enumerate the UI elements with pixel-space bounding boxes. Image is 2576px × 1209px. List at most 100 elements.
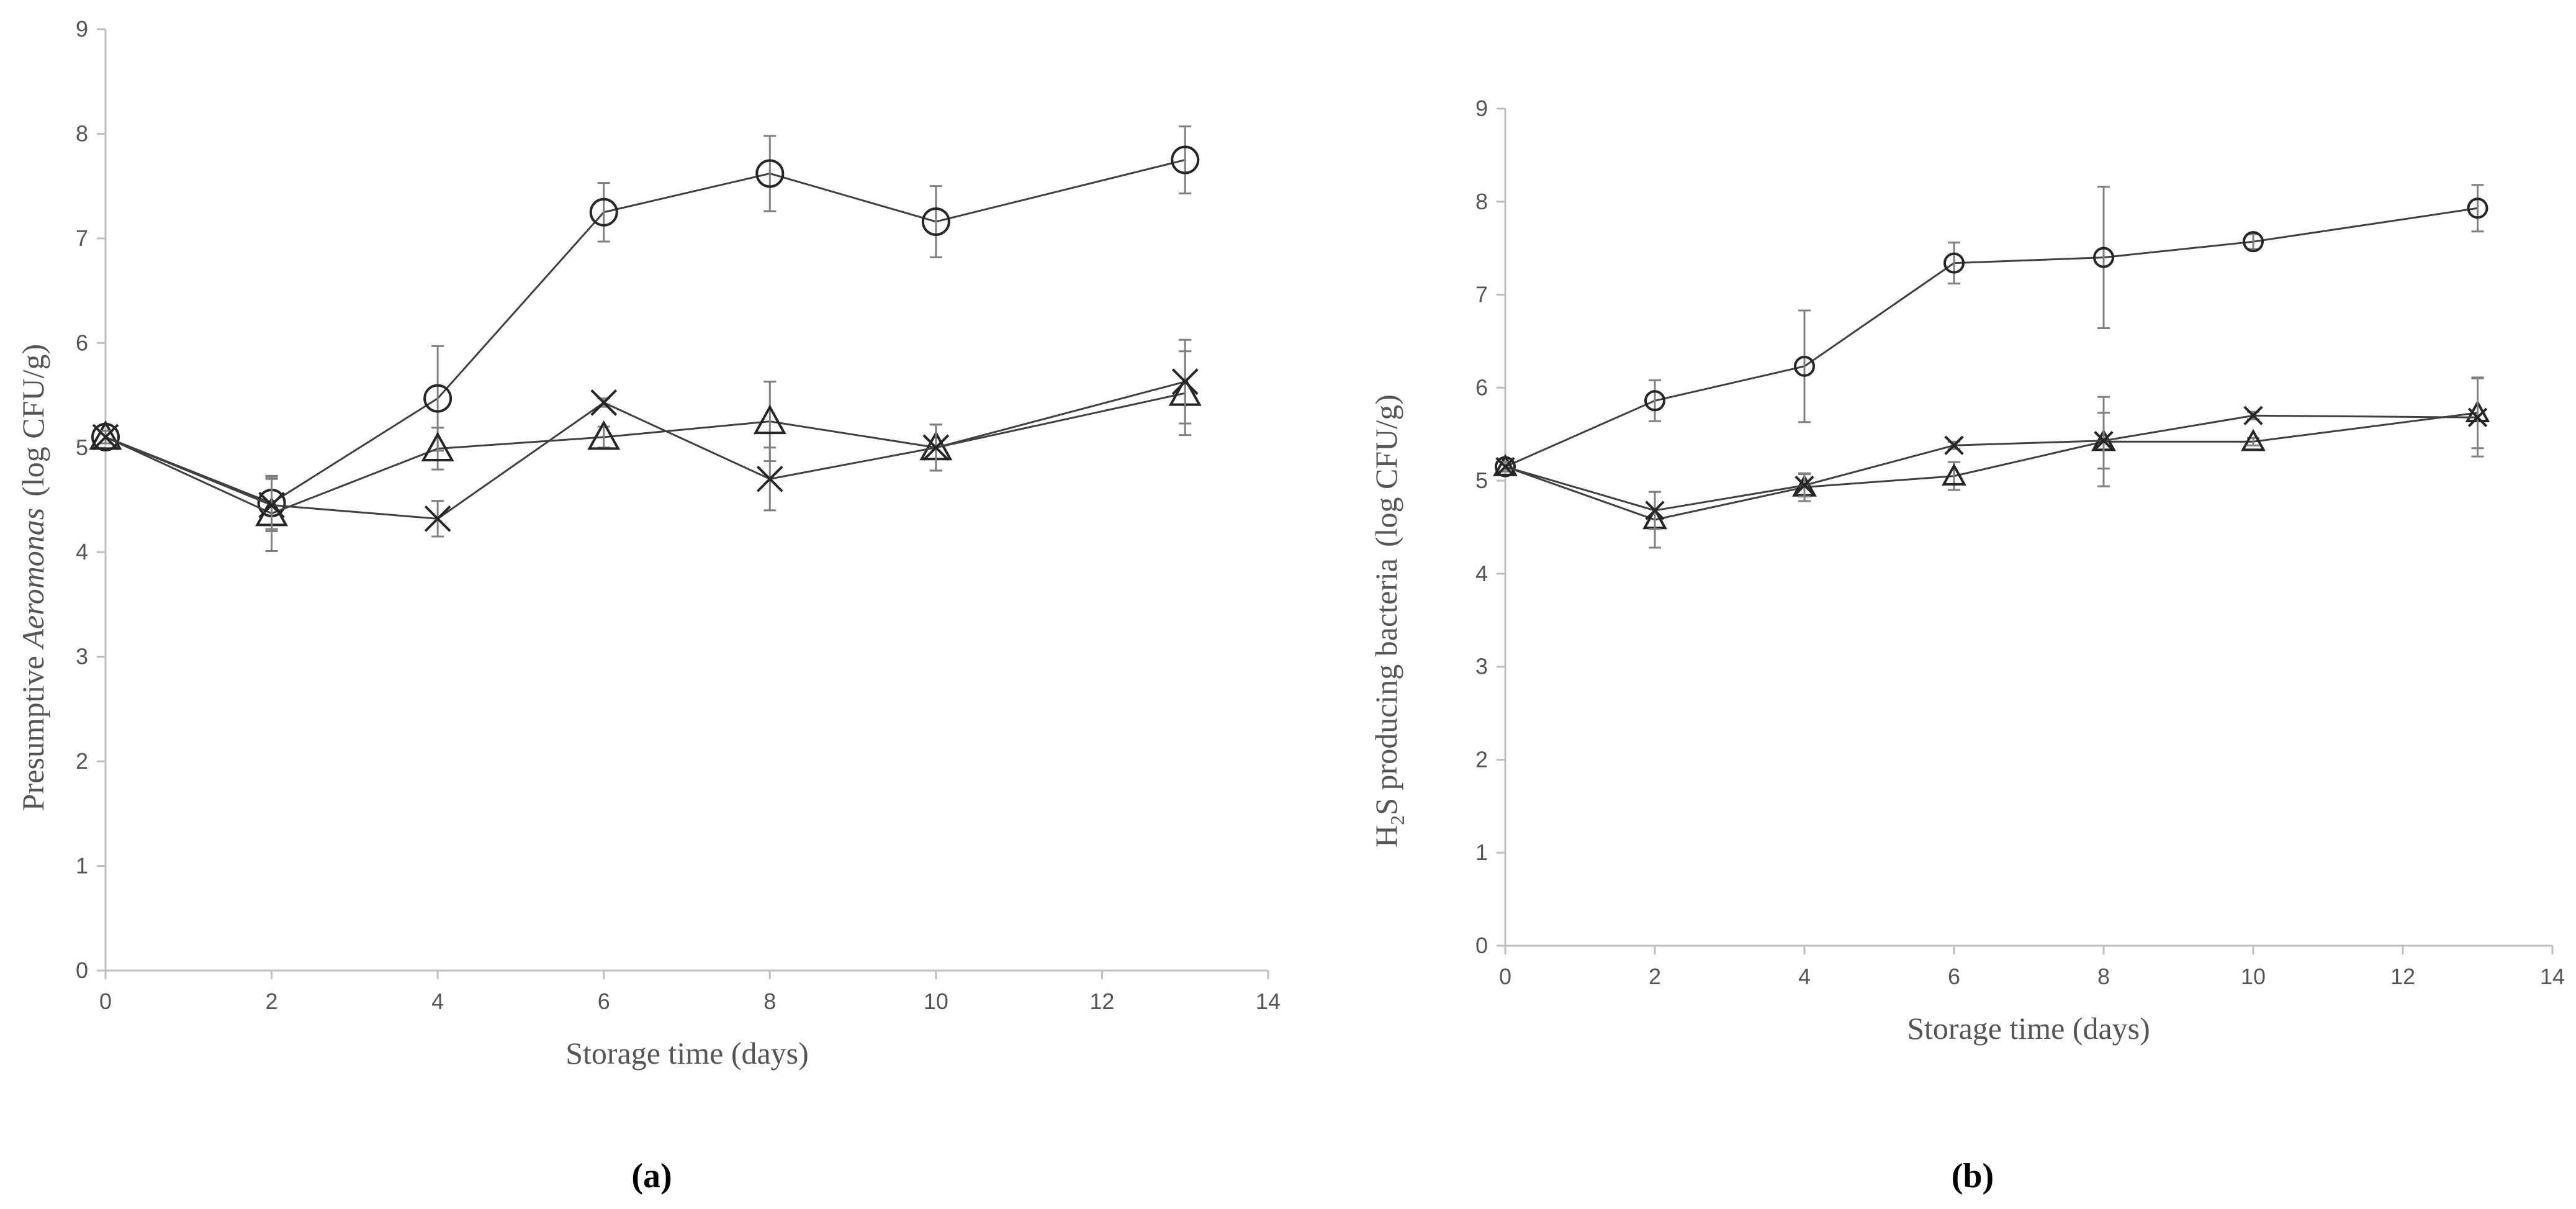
- chart-b-series: [1493, 184, 2490, 549]
- chart-a-y-tick-label: 5: [76, 435, 88, 460]
- chart-a-x-tick-label: 6: [598, 989, 610, 1014]
- chart-a-point-cross: [756, 465, 783, 492]
- chart-a-y-tick-label: 4: [76, 539, 88, 564]
- chart-a-line-triangle: [105, 392, 1186, 515]
- chart-b-x-tick-label: 14: [2540, 964, 2565, 989]
- chart-b-point-cross: [1944, 435, 1964, 455]
- chart-a-y-tick-label: 8: [76, 120, 88, 146]
- chart-b-series-cross: [1495, 377, 2488, 530]
- chart-b-point-cross: [1495, 456, 1515, 477]
- chart-b-x-tick-label: 10: [2241, 964, 2266, 989]
- chart-a-axes: [97, 28, 1269, 979]
- chart-b-y-axis-title-rest: S producing bacteria: [1369, 558, 1403, 815]
- chart-b-point-cross: [2467, 407, 2488, 427]
- chart-a-panel-label: (a): [631, 1157, 672, 1195]
- chart-b-point-cross: [1795, 475, 1814, 496]
- chart-a-point-cross: [922, 434, 950, 461]
- chart-b-point-triangle: [1942, 463, 1966, 486]
- chart-a-x-tick-label: 12: [1089, 989, 1114, 1014]
- chart-b-y-axis-title-units: (log CFU/g): [1369, 394, 1403, 547]
- chart-b-y-axis-title-h: H: [1369, 825, 1403, 848]
- chart-a-point-triangle: [587, 420, 621, 450]
- chart-a-point-circle: [589, 197, 618, 227]
- chart-b-y-tick-label: 1: [1475, 840, 1488, 865]
- chart-a-x-tick-label: 8: [763, 989, 776, 1014]
- chart-b-axes: [1497, 107, 2554, 954]
- chart-a-y-axis-title-plain: Presumptive: [16, 648, 50, 811]
- chart-a-point-cross: [590, 389, 618, 416]
- chart-b-y-axis-title: H2S producing bacteria (log CFU/g): [1369, 394, 1408, 848]
- chart-a-point-cross: [92, 423, 119, 451]
- chart-a-series: [89, 125, 1202, 553]
- chart-a-point-circle: [423, 384, 453, 413]
- chart-a-y-tick-label: 9: [76, 16, 88, 42]
- chart-a-series-circle: [91, 125, 1200, 530]
- chart-b-point-circle: [2243, 231, 2264, 253]
- chart-b-y-tick-label: 7: [1475, 282, 1488, 307]
- chart-b-y-tick-label: 3: [1475, 654, 1488, 679]
- chart-b-x-tick-label: 8: [2097, 964, 2110, 989]
- chart-b-y-tick-label: 2: [1475, 746, 1488, 772]
- chart-a-point-circle: [1171, 145, 1200, 174]
- chart-b-point-circle: [1794, 355, 1815, 377]
- chart-a-series-triangle: [89, 350, 1202, 553]
- chart-a-x-tick-label: 10: [924, 989, 948, 1014]
- chart-b-y-tick-label: 8: [1475, 189, 1488, 214]
- chart-a-y-axis-title: Presumptive Aeromonas (log CFU/g): [16, 344, 50, 811]
- chart-b-point-circle: [2093, 247, 2114, 268]
- chart-b-line-triangle: [1505, 412, 2478, 521]
- chart-b-y-tick-label: 5: [1475, 468, 1488, 493]
- chart-a-y-tick-label: 3: [76, 644, 88, 669]
- chart-a-x-tick-label: 2: [266, 989, 278, 1014]
- chart-b-x-tick-label: 2: [1649, 964, 1661, 989]
- chart-b-x-axis-title: Storage time (days): [1907, 1011, 2150, 1046]
- chart-a-y-tick-label: 2: [76, 748, 88, 774]
- chart-b-series-triangle: [1493, 376, 2490, 549]
- chart-a-point-cross: [1171, 368, 1199, 396]
- chart-a-line-circle: [105, 159, 1186, 504]
- chart-a-point-circle: [921, 207, 950, 236]
- chart-a-point-circle: [755, 159, 785, 188]
- chart-a-y-tick-label: 1: [76, 853, 88, 879]
- chart-b-point-circle: [1644, 390, 1665, 412]
- chart-b-point-cross: [2243, 405, 2263, 425]
- chart-b-y-tick-label: 0: [1475, 933, 1488, 958]
- chart-a-point-triangle: [89, 420, 122, 450]
- chart-b-x-tick-label: 6: [1948, 964, 1960, 989]
- chart-b-y-tick-label: 9: [1475, 96, 1488, 121]
- chart-b-y-tick-label: 4: [1475, 561, 1488, 586]
- chart-a-x-tick-label: 0: [99, 989, 112, 1014]
- chart-a-x-axis-title: Storage time (days): [565, 1036, 809, 1071]
- chart-a-x-tick-label: 4: [431, 989, 444, 1014]
- chart-a-y-tick-label: 6: [76, 330, 88, 355]
- chart-a-point-cross: [424, 505, 451, 532]
- chart-b-point-circle: [1943, 252, 1965, 274]
- chart-b-line-circle: [1505, 207, 2478, 468]
- chart-b-point-triangle: [1493, 454, 1518, 476]
- chart-a-series-cross: [92, 338, 1199, 538]
- chart-b-series-circle: [1495, 184, 2488, 478]
- chart-a-line-cross: [105, 381, 1186, 520]
- chart-b-x-tick-label: 0: [1499, 964, 1511, 989]
- chart-a-y-axis-title-units: (log CFU/g): [16, 344, 50, 497]
- chart-a-y-axis-title-italic: Aeromonas: [16, 508, 50, 650]
- chart-a-point-cross: [258, 492, 285, 518]
- chart-b-point-triangle: [2241, 428, 2266, 451]
- chart-b-y-tick-label: 6: [1475, 374, 1488, 400]
- chart-b-point-circle: [2467, 197, 2488, 219]
- chart-a-y-tick-label: 7: [76, 225, 88, 251]
- chart-b-line-cross: [1505, 414, 2478, 512]
- chart-a-point-triangle: [421, 432, 454, 461]
- chart-a-y-tick-label: 0: [76, 958, 88, 983]
- chart-b-y-axis-title-subscript: 2: [1386, 815, 1408, 825]
- chart-b-panel-label: (b): [1952, 1157, 1994, 1195]
- chart-b-x-tick-label: 4: [1798, 964, 1811, 989]
- chart-a-point-triangle: [753, 404, 786, 435]
- chart-b-x-tick-label: 12: [2390, 964, 2415, 989]
